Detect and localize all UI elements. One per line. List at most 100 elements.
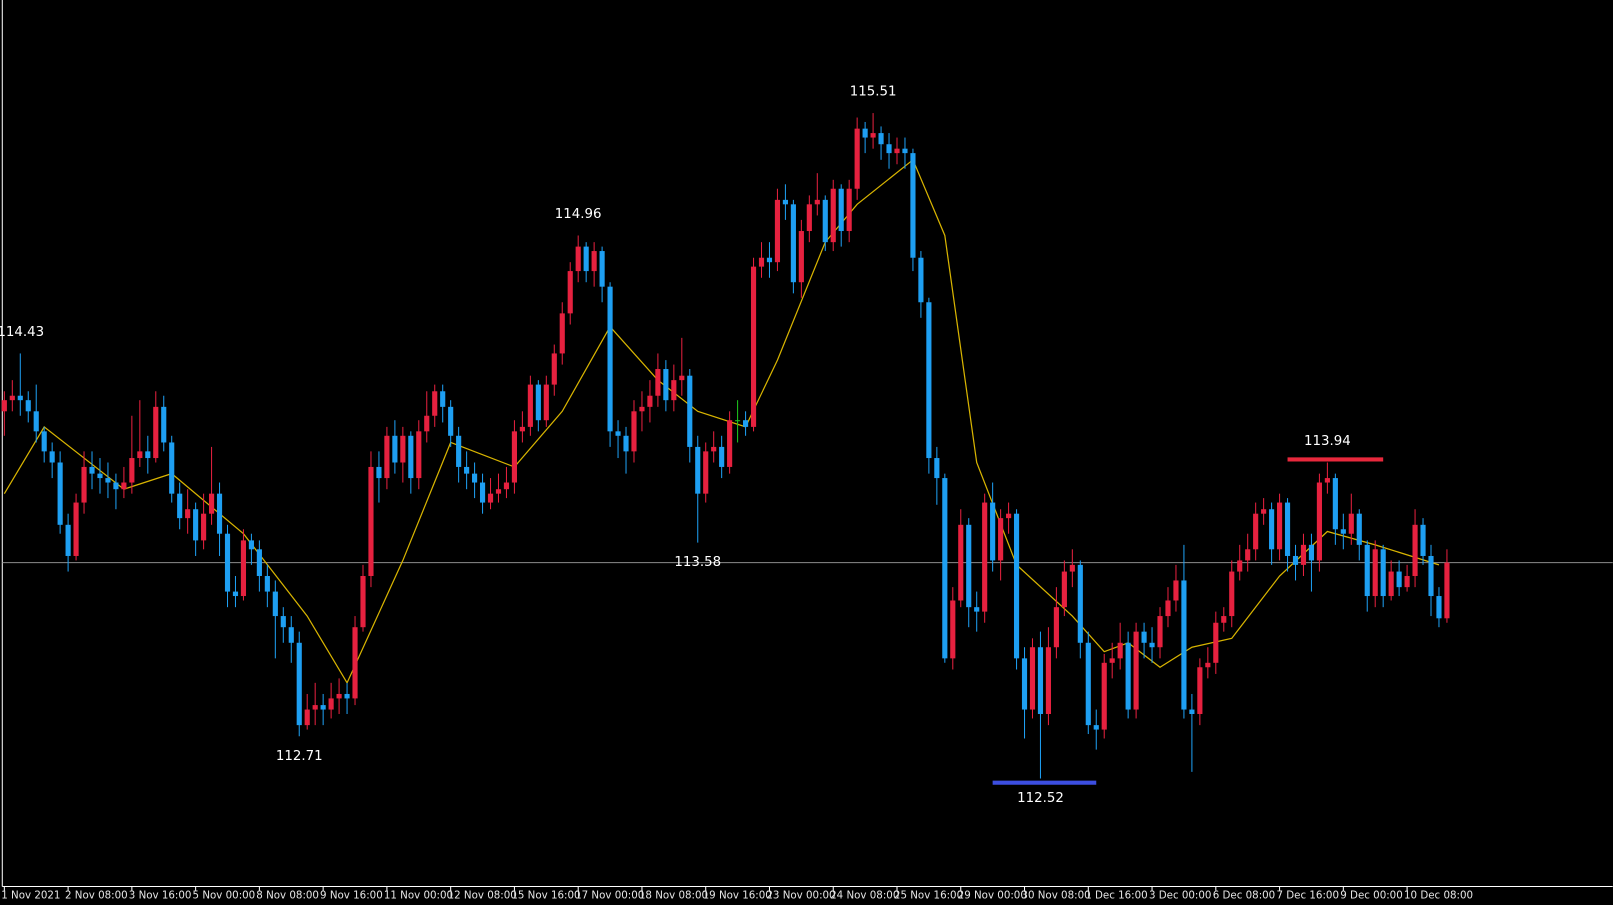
candle-body — [113, 482, 119, 490]
x-tick-label: 10 Dec 08:00 — [1404, 890, 1473, 902]
candle-body — [990, 502, 996, 561]
candle-body — [1197, 667, 1203, 714]
candle-body — [1436, 596, 1442, 619]
candle-body — [360, 576, 366, 628]
candle-body — [376, 466, 382, 479]
candle-body — [1117, 642, 1123, 659]
candle-body — [974, 607, 980, 612]
candle-body — [535, 384, 541, 421]
candle-body — [296, 642, 302, 726]
candle-body — [1324, 478, 1330, 483]
candle-body — [735, 420, 741, 422]
candle-body — [1404, 576, 1410, 588]
candle-body — [272, 591, 278, 617]
candle-body — [742, 420, 749, 427]
candle-body — [41, 431, 47, 452]
candle-body — [9, 395, 15, 401]
candle-body — [782, 199, 788, 205]
candle-body — [639, 406, 645, 412]
candle-body — [1141, 631, 1147, 643]
candle-body — [838, 188, 844, 232]
x-tick-label: 9 Dec 00:00 — [1340, 890, 1403, 902]
candle-body — [1356, 513, 1362, 545]
x-tick-label: 29 Nov 00:00 — [958, 890, 1027, 902]
x-tick-label: 25 Nov 16:00 — [894, 890, 963, 902]
candle-body — [17, 395, 23, 401]
candle-body — [1420, 524, 1426, 556]
candle-body — [368, 466, 374, 577]
candle-body — [312, 705, 318, 710]
candle-body — [711, 446, 717, 452]
candle-body — [1109, 658, 1115, 663]
candle-body — [663, 369, 669, 401]
candle-body — [934, 458, 940, 479]
x-tick-label: 3 Dec 00:00 — [1149, 890, 1212, 902]
candle-body — [1181, 580, 1187, 710]
candle-body — [1157, 616, 1163, 648]
candle-body — [527, 384, 533, 427]
candle-body — [687, 375, 693, 447]
candle-body — [1300, 544, 1307, 565]
candle-body — [448, 406, 454, 436]
candle-body — [854, 128, 860, 189]
x-tick-label: 7 Dec 16:00 — [1276, 890, 1339, 902]
candle-body — [288, 627, 294, 643]
candle-body — [73, 502, 79, 556]
candle-body — [1101, 662, 1107, 730]
candle-body — [1093, 725, 1099, 730]
x-tick-label: 19 Nov 16:00 — [703, 890, 772, 902]
candle-body — [1348, 513, 1354, 534]
candle-body — [647, 395, 653, 407]
candle-body — [1284, 502, 1291, 556]
candle-body — [503, 482, 510, 490]
candle-body — [631, 411, 637, 452]
candle-body — [280, 616, 286, 628]
candle-body — [1069, 564, 1075, 572]
candle-body — [1412, 524, 1418, 577]
candle-body — [145, 451, 151, 459]
candle-body — [495, 489, 502, 494]
candle-body — [456, 435, 462, 467]
x-tick-label: 9 Nov 16:00 — [320, 890, 383, 902]
candle-body — [392, 435, 398, 463]
x-tick-label: 15 Nov 16:00 — [511, 890, 580, 902]
candle-body — [998, 518, 1004, 561]
candle-body — [137, 451, 143, 459]
candle-body — [1245, 549, 1251, 561]
candle-body — [1, 400, 7, 412]
candle-body — [1006, 513, 1012, 519]
x-tick-label: 18 Nov 08:00 — [639, 890, 708, 902]
candle-body — [727, 420, 733, 467]
candle-body — [1308, 544, 1315, 561]
candle-body — [97, 473, 103, 479]
candle-body — [1037, 647, 1044, 714]
candle-body — [248, 540, 254, 550]
candle-body — [224, 533, 231, 592]
candle-body — [440, 391, 446, 407]
candle-body — [81, 466, 87, 503]
x-tick-label: 30 Nov 08:00 — [1021, 890, 1090, 902]
candle-body — [169, 442, 175, 494]
candle-body — [216, 493, 223, 534]
candle-body — [264, 576, 270, 592]
candle-body — [1292, 555, 1299, 565]
candle-body — [774, 199, 781, 263]
candle-body — [201, 513, 207, 541]
candle-body — [926, 302, 932, 459]
x-tick-label: 3 Nov 16:00 — [129, 890, 192, 902]
x-tick-label: 1 Dec 16:00 — [1085, 890, 1148, 902]
candle-body — [384, 435, 390, 479]
candle-body — [1237, 560, 1243, 572]
candle-body — [25, 400, 31, 412]
candle-body — [1253, 513, 1259, 550]
x-tick-label: 11 Nov 00:00 — [384, 890, 453, 902]
candle-body — [185, 509, 191, 519]
candle-body — [1340, 529, 1346, 534]
candle-body — [424, 415, 430, 432]
candle-body — [671, 380, 677, 401]
candle-body — [400, 435, 406, 463]
candle-body — [1125, 642, 1131, 710]
candle-body — [1173, 580, 1179, 601]
candle-body — [121, 482, 127, 490]
